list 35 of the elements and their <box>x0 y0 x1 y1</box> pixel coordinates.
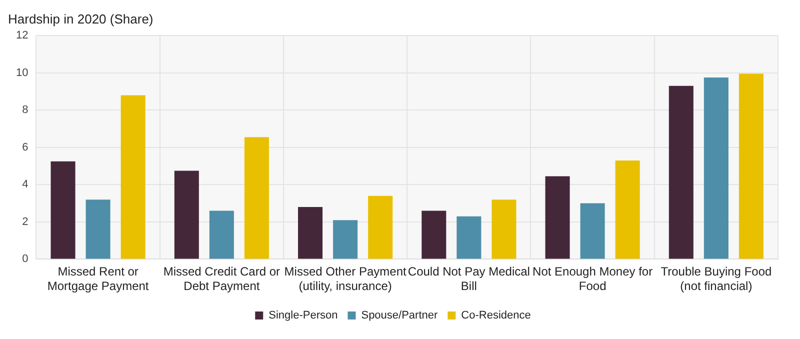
bar <box>333 220 358 259</box>
bar <box>120 95 146 259</box>
legend-label: Single-Person <box>268 310 338 322</box>
chart-title: Hardship in 2020 (Share) <box>8 11 154 26</box>
y-tick-label: 10 <box>16 66 28 79</box>
bar <box>86 200 110 259</box>
legend-label: Spouse/Partner <box>361 310 438 322</box>
bar <box>209 210 234 259</box>
x-tick-label: Missed Other Payment (utility, insurance) <box>284 264 407 294</box>
x-tick-label: Missed Rent or Mortgage Payment <box>47 264 150 294</box>
y-tick-label: 4 <box>22 178 28 191</box>
x-tick-label: Trouble Buying Food (not financial) <box>660 264 772 294</box>
x-tick-label: Not Enough Money for Food <box>532 264 653 294</box>
bar <box>615 160 640 259</box>
y-tick-label: 0 <box>22 253 28 266</box>
y-tick-label: 6 <box>22 141 28 154</box>
bar <box>368 196 393 259</box>
bar <box>422 210 446 259</box>
bar <box>244 137 269 259</box>
bar <box>492 200 516 259</box>
bar <box>580 203 605 259</box>
bar <box>298 207 323 259</box>
y-tick-label: 2 <box>22 216 28 228</box>
x-tick-label: Could Not Pay Medical Bill <box>408 264 530 294</box>
bar <box>456 216 482 259</box>
bar <box>545 176 570 259</box>
bar <box>704 78 728 259</box>
legend-label: Co-Residence <box>461 310 531 322</box>
y-tick-label: 12 <box>16 30 28 42</box>
bar <box>668 86 694 259</box>
y-tick-label: 8 <box>22 104 28 116</box>
bar <box>50 161 76 259</box>
bar <box>174 170 199 259</box>
bar <box>738 74 764 259</box>
x-tick-label: Missed Credit Card or Debt Payment <box>163 264 280 294</box>
